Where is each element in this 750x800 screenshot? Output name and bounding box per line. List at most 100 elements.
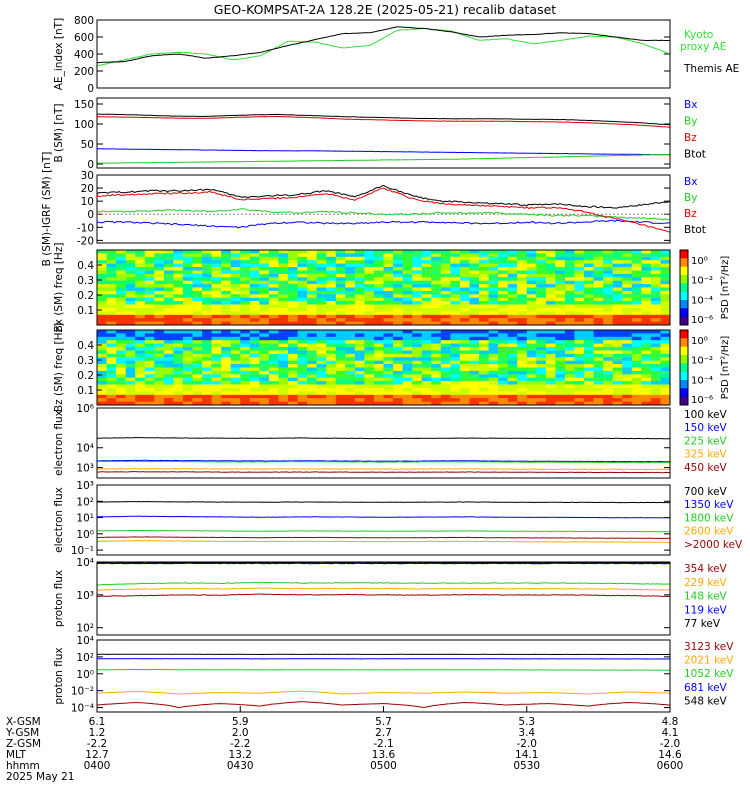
spectrogram-cell (192, 398, 203, 402)
spectrogram-cell (488, 350, 499, 355)
spectrogram-cell (249, 364, 260, 368)
spectrogram-cell (622, 314, 633, 319)
spectrogram-cell (622, 287, 633, 292)
spectrogram-cell (421, 263, 432, 268)
spectrogram-cell (536, 367, 547, 372)
spectrogram-cell (584, 287, 594, 292)
spectrogram-cell (545, 350, 556, 355)
spectrogram-cell (173, 280, 184, 285)
spectrogram-cell (192, 297, 203, 302)
spectrogram-cell (307, 294, 318, 299)
spectrogram-cell (650, 318, 661, 322)
spectrogram-cell (97, 301, 107, 305)
spectrogram-cell (488, 347, 499, 351)
spectrogram-cell (469, 377, 480, 382)
spectrogram-cell (469, 267, 480, 271)
spectrogram-cell (545, 280, 556, 285)
spectrogram-cell (555, 267, 566, 271)
spectrogram-cell (288, 377, 298, 382)
spectrogram-cell (144, 314, 155, 319)
spectrogram-cell (278, 336, 289, 341)
spectrogram-cell (116, 336, 127, 341)
spectrogram-cell (221, 308, 232, 312)
spectrogram-cell (288, 394, 298, 399)
spectrogram-cell (297, 367, 308, 372)
spectrogram-cell (574, 330, 585, 334)
spectrogram-cell (154, 381, 165, 385)
spectrogram-cell (249, 350, 260, 355)
spectrogram-cell (660, 260, 671, 264)
spectrogram-cell (469, 318, 480, 322)
spectrogram-cell (182, 297, 193, 302)
spectrogram-cell (106, 353, 117, 358)
spectrogram-cell (660, 277, 671, 282)
spectrogram-cell (249, 370, 260, 375)
spectrogram-cell (288, 301, 298, 305)
spectrogram-cell (268, 270, 279, 275)
spectrogram-cell (240, 343, 251, 348)
spectrogram-cell (240, 260, 251, 264)
spectrogram-cell (374, 270, 384, 275)
spectrogram-cell (450, 263, 461, 268)
spectrogram-cell (641, 280, 652, 285)
spectrogram-cell (221, 260, 232, 264)
spectrogram-cell (316, 384, 327, 389)
spectrogram-cell (97, 294, 107, 299)
y-tick-label: 0.2 (77, 290, 94, 302)
spectrogram-cell (660, 297, 671, 302)
spectrogram-cell (421, 381, 432, 385)
y-tick-label: 10⁴ (76, 557, 94, 569)
spectrogram-cell (307, 277, 318, 282)
spectrogram-cell (230, 401, 241, 406)
spectrogram-cell (421, 314, 432, 319)
x-axis-value: 2.7 (375, 727, 392, 739)
spectrogram-cell (97, 256, 107, 261)
spectrogram-cell (393, 304, 404, 309)
spectrogram-cell (326, 388, 337, 392)
spectrogram-cell (450, 318, 461, 322)
spectrogram-cell (459, 340, 470, 344)
spectrogram-cell (431, 294, 442, 299)
spectrogram-cell (259, 330, 270, 334)
spectrogram-cell (440, 297, 451, 302)
spectrogram-cell (173, 370, 184, 375)
spectrogram-cell (593, 374, 604, 379)
spectrogram-cell (383, 314, 394, 319)
spectrogram-cell (144, 290, 155, 295)
spectrogram-cell (383, 370, 394, 375)
spectrogram-cell (393, 391, 404, 396)
spectrogram-cell (488, 364, 499, 368)
spectrogram-cell (469, 308, 480, 312)
spectrogram-cell (211, 290, 222, 295)
spectrogram-cell (259, 287, 270, 292)
spectrogram-cell (402, 297, 413, 302)
spectrogram-cell (526, 290, 537, 295)
x-axis-value: -2.0 (517, 738, 538, 750)
spectrogram-cell (230, 381, 241, 385)
spectrogram-cell (603, 336, 614, 341)
spectrogram-cell (345, 401, 356, 406)
spectrogram-cell (545, 308, 556, 312)
legend-label: Btot (684, 149, 706, 161)
spectrogram-cell (116, 290, 127, 295)
spectrogram-cell (297, 290, 308, 295)
spectrogram-cell (507, 304, 518, 309)
spectrogram-cell (278, 401, 289, 406)
spectrogram-cell (402, 398, 413, 402)
spectrogram-cell (622, 357, 633, 362)
spectrogram-cell (383, 330, 394, 334)
series-line-3 (96, 468, 671, 471)
spectrogram-cell (612, 290, 623, 295)
spectrogram-cell (154, 297, 165, 302)
spectrogram-cell (125, 267, 136, 271)
spectrogram-cell (421, 391, 432, 396)
spectrogram-cell (526, 340, 537, 344)
spectrogram-cell (364, 297, 375, 302)
spectrogram-cell (469, 357, 480, 362)
spectrogram-cell (412, 280, 423, 285)
spectrogram-cell (565, 357, 575, 362)
y-tick-label: 0 (87, 83, 94, 95)
spectrogram-cell (354, 301, 365, 305)
spectrogram-cell (97, 253, 107, 258)
legend-label: 77 keV (684, 618, 721, 630)
